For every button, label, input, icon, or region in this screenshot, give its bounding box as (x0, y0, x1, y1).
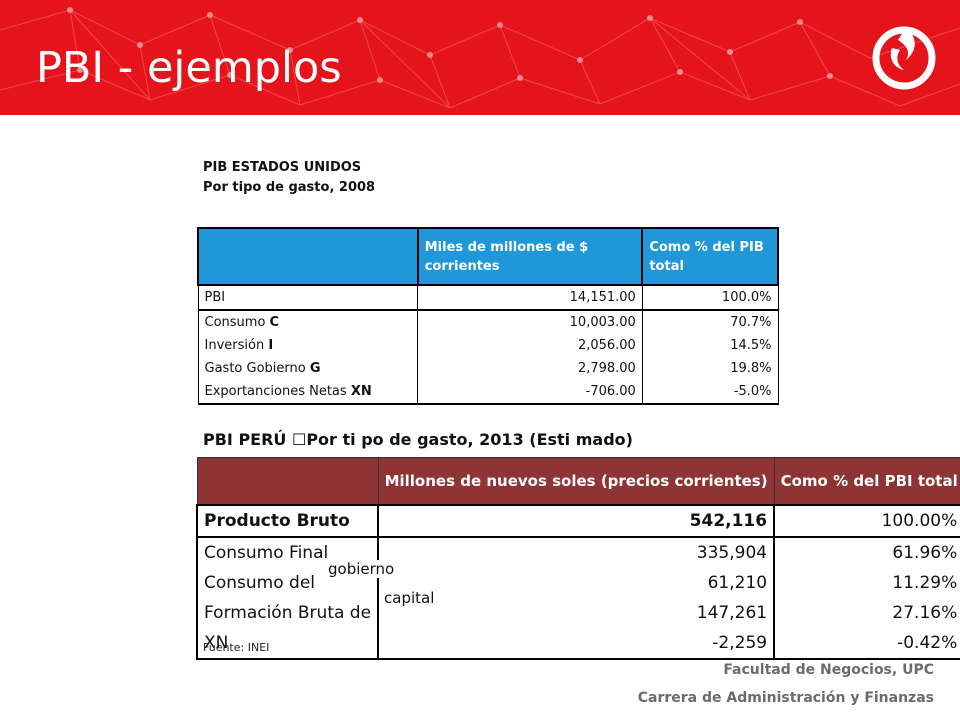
us-caption-subtitle: Por tipo de gasto, 2008 (203, 180, 376, 195)
header-cell-value: Miles de millones de $ corrientes (416, 227, 644, 286)
row-pct: -5.0% (641, 380, 779, 405)
us-gdp-table: Miles de millones de $ corrientes Como %… (197, 227, 779, 405)
upc-flame-logo-icon (872, 26, 936, 90)
peru-gdp-table: Millones de nuevos soles (precios corrie… (195, 457, 960, 660)
row-label: Producto Bruto (195, 504, 380, 537)
row-pct: 100.00% (773, 504, 960, 537)
slide-title: PBI - ejemplos (36, 43, 342, 93)
table-row: PBI 14,151.00 100.0% (197, 284, 779, 310)
footer-faculty: Facultad de Negocios, UPC (723, 662, 934, 678)
table-header-row: Millones de nuevos soles (precios corrie… (196, 457, 960, 506)
table-row: Consumo Final 335,904 61.96% (195, 536, 960, 568)
row-label: Formación Bruta de (195, 598, 380, 628)
table-row: Consumo C 10,003.00 70.7% (197, 309, 779, 334)
table-row: Exportanciones Netas XN -706.00 -5.0% (197, 380, 779, 405)
row-value: 14,151.00 (417, 284, 643, 310)
row-value: 10,003.00 (417, 309, 643, 334)
table-row: Formación Bruta de 147,261 27.16% (195, 598, 960, 628)
row-pct: -0.42% (773, 628, 960, 660)
overlay-text-gobierno: gobierno (328, 560, 395, 578)
overlay-text-capital: capital (384, 589, 435, 607)
row-pct: 70.7% (641, 309, 779, 334)
network-pattern-background (0, 7, 960, 109)
row-value: 2,798.00 (417, 357, 643, 380)
row-label: Exportanciones Netas XN (197, 380, 419, 405)
us-caption-title: PIB ESTADOS UNIDOS (203, 160, 362, 175)
row-pct: 19.8% (641, 357, 779, 380)
row-label: XN (195, 628, 380, 660)
row-value: 61,210 (377, 568, 776, 598)
row-label: Inversión I (197, 334, 419, 357)
table-row: Consumo del 61,210 11.29% (195, 568, 960, 598)
row-label: Consumo C (197, 309, 419, 334)
header-cell-value: Millones de nuevos soles (precios corrie… (377, 457, 775, 506)
row-label: Gasto Gobierno G (197, 357, 419, 380)
row-value: 147,261 (377, 598, 776, 628)
row-value: -2,259 (377, 628, 776, 660)
row-pct: 27.16% (773, 598, 960, 628)
peru-caption: PBI PERÚ ☐Por ti po de gasto, 2013 (Esti… (203, 430, 633, 449)
row-label: PBI (197, 284, 419, 310)
header-cell-pct: Como % del PIB total (641, 227, 779, 286)
row-value: -706.00 (417, 380, 643, 405)
row-pct: 14.5% (641, 334, 779, 357)
row-pct: 61.96% (773, 536, 960, 568)
row-value: 335,904 (377, 536, 776, 568)
row-pct: 100.0% (641, 284, 779, 310)
header-cell-empty (197, 227, 419, 286)
footer-program: Carrera de Administración y Finanzas (637, 690, 934, 706)
header-cell-empty (196, 457, 379, 506)
row-value: 2,056.00 (417, 334, 643, 357)
slide-header: PBI - ejemplos (0, 0, 960, 115)
header-cell-pct: Como % del PBI total (773, 457, 960, 506)
table-row: Gasto Gobierno G 2,798.00 19.8% (197, 357, 779, 380)
row-pct: 11.29% (773, 568, 960, 598)
table-row: Producto Bruto 542,116 100.00% (195, 504, 960, 537)
table-header-row: Miles de millones de $ corrientes Como %… (197, 227, 779, 286)
source-note: Fuente: INEI (203, 641, 270, 654)
row-value: 542,116 (377, 504, 776, 537)
table-row: XN -2,259 -0.42% (195, 628, 960, 660)
table-row: Inversión I 2,056.00 14.5% (197, 334, 779, 357)
